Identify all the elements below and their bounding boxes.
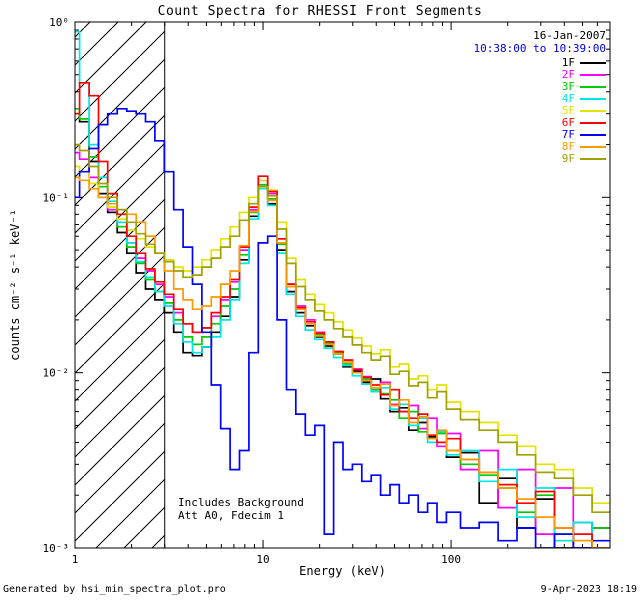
spectra-curves bbox=[75, 30, 610, 548]
legend-entry-6F: 6F bbox=[562, 117, 606, 129]
legend-line-swatch-7F bbox=[580, 134, 606, 136]
legend: 1F 2F 3F 4F 5F 6F 7F 8F 9F bbox=[562, 57, 606, 165]
legend-label-6F: 6F bbox=[561, 116, 575, 129]
observation-date: 16-Jan-2007 bbox=[533, 29, 606, 42]
generated-by-footer: Generated by hsi_min_spectra_plot.pro bbox=[3, 584, 226, 595]
observation-time-range: 10:38:00 to 10:39:00 bbox=[473, 42, 606, 55]
legend-label-5F: 5F bbox=[561, 104, 575, 117]
legend-entry-9F: 9F bbox=[562, 153, 606, 165]
y-tick-label: 10⁻¹ bbox=[43, 191, 70, 204]
legend-line-swatch-4F bbox=[580, 98, 606, 100]
legend-line-swatch-1F bbox=[580, 62, 606, 64]
hatched-low-energy-region bbox=[75, 22, 165, 548]
series-5F bbox=[75, 165, 610, 505]
tick-labels: 1 10 100 10⁻³ 10⁻² 10⁻¹ 10⁰ bbox=[43, 16, 462, 566]
series-9F bbox=[75, 143, 610, 514]
legend-line-swatch-6F bbox=[580, 122, 606, 124]
y-tick-label: 10⁰ bbox=[49, 16, 69, 29]
series-2F bbox=[75, 151, 610, 548]
legend-line-swatch-5F bbox=[580, 110, 606, 112]
render-timestamp-footer: 9-Apr-2023 18:19 bbox=[540, 584, 637, 595]
y-tick-label: 10⁻² bbox=[43, 367, 70, 380]
x-tick-label: 100 bbox=[441, 553, 461, 566]
legend-line-swatch-3F bbox=[580, 86, 606, 88]
series-8F bbox=[75, 176, 610, 548]
legend-label-7F: 7F bbox=[561, 128, 575, 141]
series-1F bbox=[75, 112, 593, 548]
legend-entry-7F: 7F bbox=[562, 129, 606, 141]
y-tick-label: 10⁻³ bbox=[43, 542, 70, 555]
legend-entry-8F: 8F bbox=[562, 141, 606, 153]
legend-label-3F: 3F bbox=[561, 80, 575, 93]
legend-label-9F: 9F bbox=[561, 152, 575, 165]
x-axis-label: Energy (keV) bbox=[299, 564, 386, 578]
legend-line-swatch-9F bbox=[580, 158, 606, 160]
plot-frame bbox=[74, 21, 611, 549]
y-axis-label: counts cm⁻² s⁻¹ keV⁻¹ bbox=[8, 209, 22, 361]
legend-entry-3F: 3F bbox=[562, 81, 606, 93]
legend-line-swatch-8F bbox=[580, 146, 606, 148]
x-tick-label: 1 bbox=[72, 553, 79, 566]
series-4F bbox=[75, 30, 610, 548]
legend-entry-4F: 4F bbox=[562, 93, 606, 105]
legend-label-8F: 8F bbox=[561, 140, 575, 153]
legend-label-4F: 4F bbox=[561, 92, 575, 105]
x-tick-label: 10 bbox=[256, 553, 269, 566]
legend-entry-1F: 1F bbox=[562, 57, 606, 69]
legend-line-swatch-2F bbox=[580, 74, 606, 76]
legend-label-1F: 1F bbox=[561, 56, 575, 69]
series-6F bbox=[75, 81, 610, 548]
chart-title: Count Spectra for RHESSI Front Segments bbox=[157, 4, 483, 19]
series-7F bbox=[75, 107, 610, 548]
legend-label-2F: 2F bbox=[561, 68, 575, 81]
legend-entry-2F: 2F bbox=[562, 69, 606, 81]
background-note: Includes Background bbox=[178, 496, 304, 509]
legend-entry-5F: 5F bbox=[562, 105, 606, 117]
attenuator-decimation-note: Att A0, Fdecim 1 bbox=[178, 509, 284, 522]
